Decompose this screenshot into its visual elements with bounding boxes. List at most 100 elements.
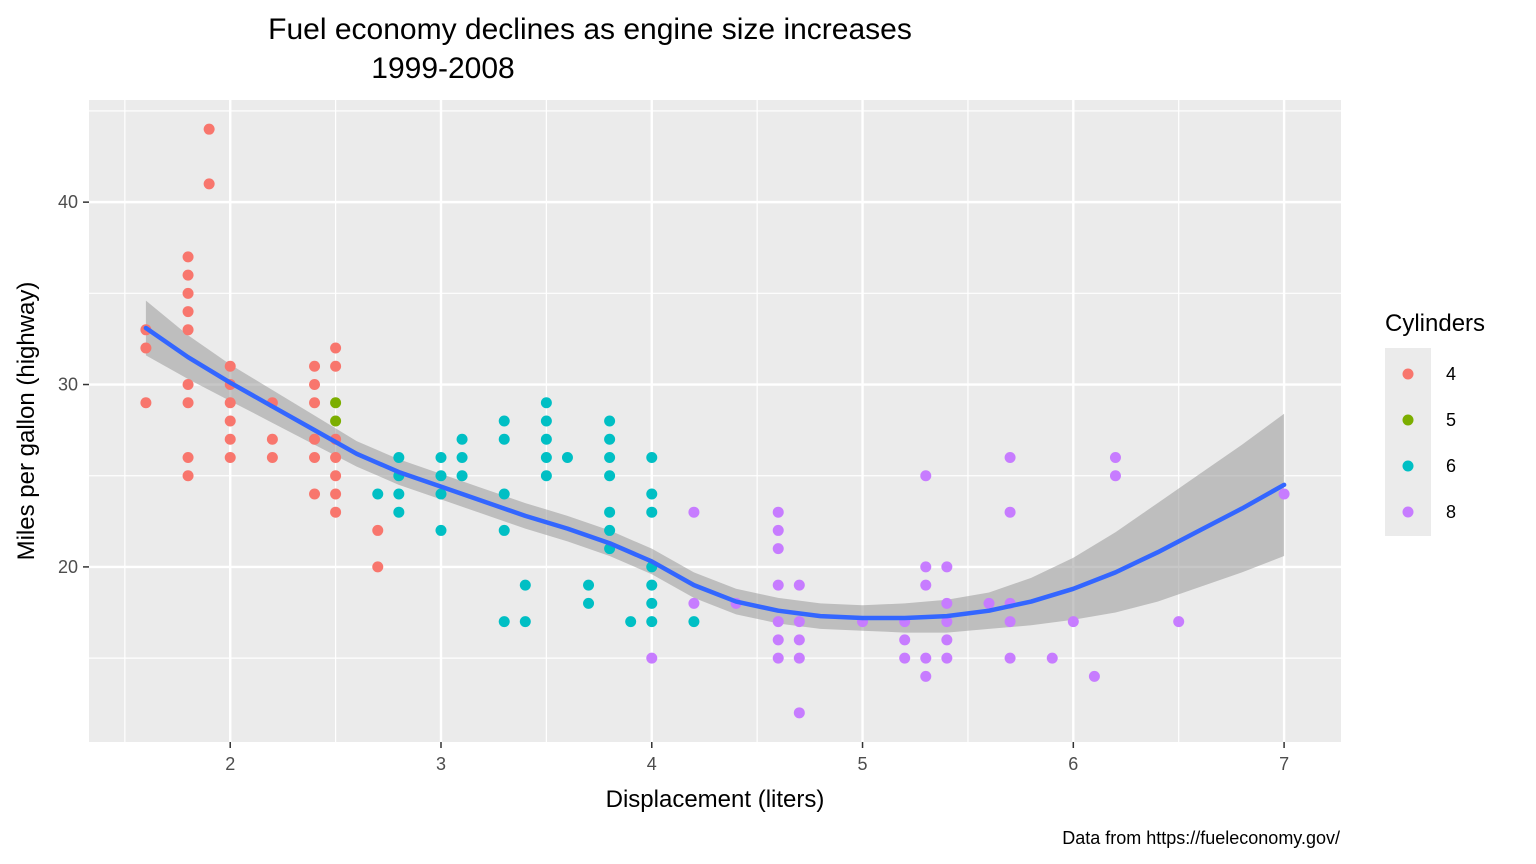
- data-point-cyl-4: [224, 415, 236, 427]
- legend-key-cyl-8: [1402, 506, 1414, 518]
- data-point-cyl-8: [941, 634, 953, 646]
- data-point-cyl-6: [456, 451, 468, 463]
- x-axis-title: Displacement (liters): [606, 786, 825, 813]
- data-point-cyl-8: [772, 616, 784, 628]
- data-point-cyl-6: [540, 397, 552, 409]
- data-point-cyl-4: [372, 524, 384, 536]
- data-point-cyl-6: [456, 470, 468, 482]
- y-axis: 20 30 40: [58, 192, 89, 577]
- data-point-cyl-6: [561, 451, 573, 463]
- data-point-cyl-8: [688, 506, 700, 518]
- data-point-cyl-6: [540, 433, 552, 445]
- data-point-cyl-4: [203, 123, 215, 135]
- data-point-cyl-6: [604, 470, 616, 482]
- data-point-cyl-6: [604, 415, 616, 427]
- data-point-cyl-4: [372, 561, 384, 573]
- data-point-cyl-8: [1173, 616, 1185, 628]
- data-point-cyl-4: [224, 397, 236, 409]
- data-point-cyl-6: [435, 524, 447, 536]
- data-point-cyl-8: [920, 652, 932, 664]
- data-point-cyl-4: [266, 433, 278, 445]
- data-point-cyl-6: [393, 506, 405, 518]
- data-point-cyl-4: [330, 488, 342, 500]
- data-point-cyl-6: [646, 597, 658, 609]
- data-point-cyl-6: [540, 451, 552, 463]
- data-point-cyl-4: [182, 451, 194, 463]
- confidence-band: [145, 300, 1285, 633]
- data-point-cyl-6: [498, 488, 510, 500]
- data-point-cyl-6: [498, 524, 510, 536]
- legend-label: 4: [1446, 364, 1456, 384]
- data-point-cyl-6: [498, 415, 510, 427]
- legend-key-cyl-6: [1402, 460, 1414, 472]
- data-point-cyl-4: [224, 451, 236, 463]
- data-point-cyl-6: [688, 616, 700, 628]
- data-point-cyl-8: [772, 579, 784, 591]
- data-point-cyl-4: [182, 269, 194, 281]
- y-axis-title: Miles per gallon (highway): [13, 282, 40, 561]
- data-point-cyl-4: [182, 287, 194, 299]
- x-tick-label: 6: [1068, 754, 1078, 774]
- data-point-cyl-6: [604, 451, 616, 463]
- data-point-cyl-8: [1004, 451, 1016, 463]
- legend-label: 8: [1446, 502, 1456, 522]
- data-point-cyl-8: [1004, 652, 1016, 664]
- data-point-cyl-6: [498, 616, 510, 628]
- y-tick-label: 30: [58, 375, 78, 395]
- legend-label: 6: [1446, 456, 1456, 476]
- data-point-cyl-8: [920, 561, 932, 573]
- data-point-cyl-6: [435, 451, 447, 463]
- data-point-cyl-6: [604, 524, 616, 536]
- data-point-cyl-6: [498, 433, 510, 445]
- data-point-cyl-8: [920, 670, 932, 682]
- legend-key-cyl-5: [1402, 414, 1414, 426]
- data-point-cyl-8: [1109, 470, 1121, 482]
- data-point-cyl-6: [646, 506, 658, 518]
- data-point-cyl-6: [625, 616, 637, 628]
- data-point-cyl-8: [941, 561, 953, 573]
- y-tick-label: 20: [58, 557, 78, 577]
- data-point-cyl-6: [540, 470, 552, 482]
- smooth-line: [143, 325, 1287, 621]
- data-point-cyl-8: [688, 597, 700, 609]
- data-point-cyl-6: [435, 470, 447, 482]
- data-point-cyl-8: [772, 543, 784, 555]
- x-tick-label: 5: [858, 754, 868, 774]
- data-point-cyl-8: [920, 470, 932, 482]
- data-point-cyl-4: [330, 506, 342, 518]
- data-point-cyl-8: [793, 652, 805, 664]
- data-point-cyl-8: [1067, 616, 1079, 628]
- data-point-cyl-4: [182, 470, 194, 482]
- data-point-cyl-4: [140, 342, 152, 354]
- data-point-cyl-8: [920, 579, 932, 591]
- y-tick-label: 40: [58, 192, 78, 212]
- data-point-cyl-4: [330, 342, 342, 354]
- data-point-cyl-6: [646, 488, 658, 500]
- data-point-cyl-4: [182, 379, 194, 391]
- data-point-cyl-4: [330, 470, 342, 482]
- data-point-cyl-8: [941, 652, 953, 664]
- data-point-cyl-8: [772, 634, 784, 646]
- data-point-cyl-4: [140, 397, 152, 409]
- legend-title: Cylinders: [1385, 310, 1485, 337]
- data-point-cyl-4: [309, 433, 321, 445]
- data-point-cyl-4: [330, 360, 342, 372]
- chart-caption: Data from https://fueleconomy.gov/: [1062, 828, 1340, 848]
- data-point-cyl-5: [330, 397, 342, 409]
- data-point-cyl-8: [983, 597, 995, 609]
- x-tick-label: 7: [1279, 754, 1289, 774]
- chart-subtitle: 1999-2008: [371, 52, 514, 85]
- confidence-band-area: [145, 300, 1285, 633]
- data-point-cyl-6: [519, 579, 531, 591]
- data-point-cyl-6: [540, 415, 552, 427]
- legend: Cylinders 4 5 6 8: [1385, 310, 1485, 536]
- points-layer: [140, 123, 1290, 719]
- data-point-cyl-4: [330, 451, 342, 463]
- legend-key-cyl-4: [1402, 368, 1414, 380]
- data-point-cyl-4: [309, 488, 321, 500]
- data-point-cyl-8: [772, 506, 784, 518]
- data-point-cyl-6: [583, 579, 595, 591]
- data-point-cyl-8: [941, 597, 953, 609]
- chart-title: Fuel economy declines as engine size inc…: [268, 13, 912, 46]
